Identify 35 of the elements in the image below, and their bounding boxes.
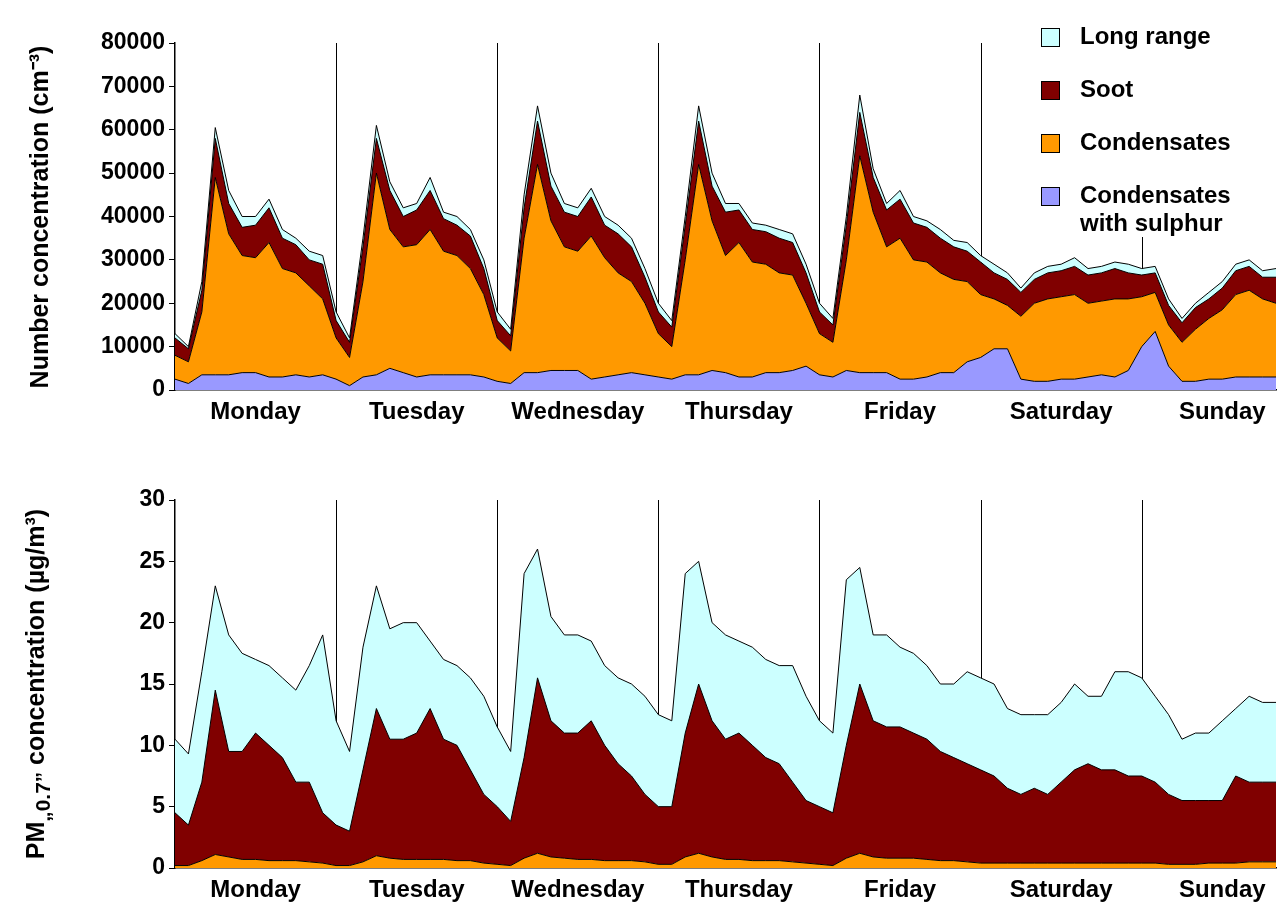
- y-tick-label: 70000: [101, 71, 165, 98]
- x-tick-label: Monday: [210, 875, 302, 903]
- x-tick-label: Monday: [210, 397, 302, 425]
- y-tick-label: 40000: [101, 201, 165, 228]
- y-tick-label: 15: [139, 669, 166, 696]
- y-axis-title: Number concentration (cm⁻³): [24, 45, 54, 388]
- x-tick-label: Friday: [864, 875, 937, 903]
- x-tick-label: Saturday: [1009, 397, 1114, 425]
- y-tick-label: 5: [152, 792, 166, 819]
- y-tick-label: 80000: [101, 28, 165, 55]
- legend-label: Soot: [1080, 75, 1134, 103]
- y-tick-label: 25: [139, 546, 166, 573]
- x-tick-label: Friday: [864, 397, 937, 425]
- y-tick-label: 50000: [101, 158, 165, 185]
- y-tick-label: 60000: [101, 115, 165, 142]
- x-tick-label: Wednesday: [511, 875, 645, 903]
- x-tick-label: Sunday: [1178, 397, 1267, 425]
- x-tick-label: Thursday: [684, 397, 794, 425]
- x-tick-label: Saturday: [1009, 875, 1114, 903]
- x-tick-label: Wednesday: [511, 397, 645, 425]
- y-tick-label: 20000: [101, 288, 165, 315]
- y-tick-label: 0: [152, 853, 165, 880]
- y-tick-label: 10: [139, 730, 165, 757]
- y-tick-label: 30: [139, 485, 165, 512]
- y-tick-label: 30000: [101, 245, 165, 272]
- y-tick-label: 0: [152, 375, 165, 402]
- x-tick-label: Tuesday: [368, 875, 466, 903]
- y-tick-label: 20: [139, 608, 165, 635]
- legend-label: Condensates: [1080, 128, 1231, 156]
- y-tick-label: 10000: [101, 331, 165, 358]
- x-tick-label: Tuesday: [368, 397, 466, 425]
- legend-label: Long range: [1080, 22, 1211, 50]
- x-tick-label: Thursday: [684, 875, 794, 903]
- x-tick-label: Sunday: [1178, 875, 1267, 903]
- legend-label: Condensates with sulphur: [1080, 181, 1232, 237]
